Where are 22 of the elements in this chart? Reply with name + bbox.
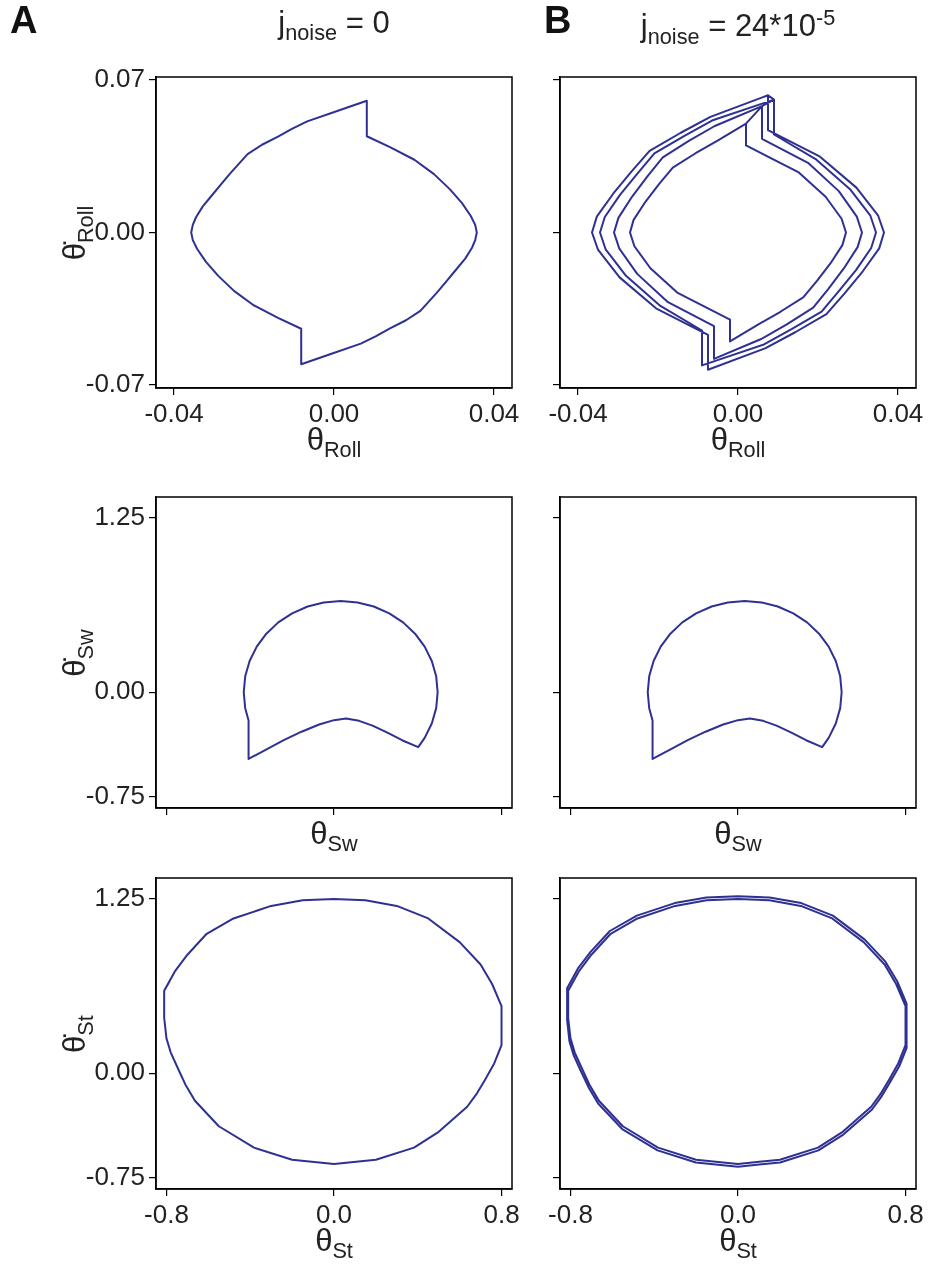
x-tick-label: -0.04 [548, 397, 608, 428]
chart-title: j$_{noise}$ = 24*10$^{-5}$ [640, 5, 836, 50]
x-tick-label: -0.04 [144, 397, 204, 428]
chart-title: j$_{noise}$ = 0 [278, 5, 390, 47]
x-tick-label: 0.8 [483, 1198, 520, 1229]
x-axis-title: θ$_{Sw}$ [310, 816, 358, 858]
y-tick-label: 0.07 [94, 63, 145, 94]
y-tick-label: 1.25 [94, 882, 145, 913]
y-tick-label: -0.75 [85, 780, 145, 811]
y-tick-label: -0.75 [85, 1161, 145, 1192]
y-tick-label: 1.25 [94, 501, 145, 532]
y-tick-label: -0.07 [85, 368, 145, 399]
text: B [544, 0, 572, 42]
x-tick-label: 0.04 [468, 397, 520, 428]
y-tick-label: 0.00 [94, 1056, 145, 1087]
text: A [10, 0, 38, 42]
x-tick-label: 0.8 [887, 1198, 924, 1229]
x-axis-title: θ$_{Sw}$ [714, 816, 762, 858]
x-tick-label: 0.04 [872, 397, 924, 428]
y-tick-label: 0.00 [94, 675, 145, 706]
x-tick-label: -0.8 [144, 1198, 189, 1229]
x-tick-label: -0.8 [548, 1198, 593, 1229]
